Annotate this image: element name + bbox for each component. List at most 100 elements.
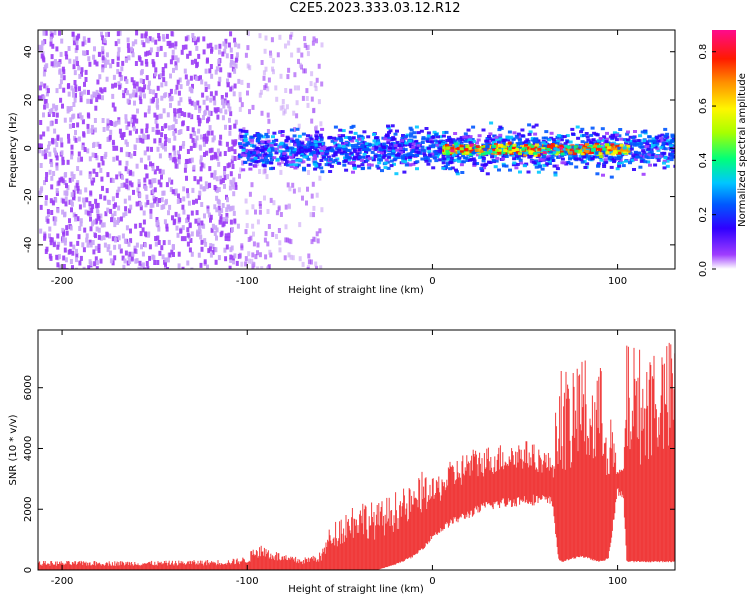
- heatmap-cell: [663, 138, 668, 142]
- heatmap-cell: [645, 145, 650, 148]
- heatmap-cell: [560, 154, 565, 158]
- heatmap-cell: [652, 139, 657, 143]
- heatmap-cell: [196, 37, 200, 43]
- heatmap-cell: [129, 153, 133, 159]
- heatmap-cell: [670, 139, 675, 143]
- heatmap-cell: [408, 152, 413, 156]
- heatmap-cell: [230, 158, 234, 164]
- heatmap-cell: [52, 171, 56, 176]
- heatmap-cell: [370, 143, 375, 147]
- heatmap-cell: [597, 148, 602, 152]
- heatmap-cell: [126, 90, 129, 96]
- heatmap-cell: [226, 82, 230, 88]
- heatmap-cell: [280, 158, 284, 164]
- heatmap-cell: [659, 137, 664, 140]
- heatmap-cell: [107, 244, 111, 250]
- heatmap-cell: [312, 236, 316, 242]
- heatmap-cell: [196, 231, 199, 237]
- heatmap-cell: [295, 127, 300, 131]
- heatmap-cell: [660, 133, 665, 137]
- heatmap-cell: [207, 116, 211, 122]
- heatmap-cell: [174, 65, 178, 71]
- heatmap-cell: [101, 46, 105, 52]
- heatmap-cell: [68, 107, 71, 112]
- heatmap-cell: [55, 188, 59, 194]
- heatmap-cell: [455, 172, 460, 176]
- heatmap-cell: [303, 36, 307, 42]
- heatmap-cell: [86, 242, 90, 248]
- heatmap-cell: [174, 163, 178, 169]
- heatmap-cell: [215, 227, 219, 233]
- heatmap-cell: [50, 61, 54, 67]
- heatmap-cell: [260, 145, 265, 149]
- heatmap-cell: [67, 83, 71, 88]
- heatmap-cell: [266, 241, 270, 247]
- heatmap-cell: [57, 180, 61, 186]
- heatmap-cell: [142, 133, 146, 139]
- heatmap-cell: [309, 212, 313, 218]
- heatmap-cell: [491, 158, 496, 162]
- heatmap-cell: [264, 83, 268, 89]
- heatmap-cell: [225, 207, 229, 213]
- heatmap-cell: [117, 38, 121, 44]
- heatmap-cell: [258, 33, 262, 39]
- heatmap-cell: [396, 152, 401, 156]
- heatmap-cell: [205, 150, 209, 156]
- heatmap-cell: [211, 137, 215, 143]
- heatmap-cell: [514, 166, 519, 170]
- heatmap-cell: [229, 205, 233, 211]
- heatmap-cell: [61, 236, 65, 242]
- heatmap-cell: [459, 147, 464, 151]
- heatmap-cell: [470, 138, 475, 141]
- heatmap-cell: [55, 112, 59, 118]
- heatmap-cell: [602, 135, 607, 139]
- heatmap-cell: [297, 123, 301, 129]
- heatmap-cell: [561, 148, 566, 151]
- heatmap-cell: [250, 144, 255, 147]
- heatmap-cell: [226, 197, 229, 203]
- heatmap-cell: [526, 170, 531, 174]
- heatmap-cell: [235, 52, 239, 58]
- heatmap-cell: [232, 60, 236, 66]
- heatmap-cell: [109, 258, 113, 264]
- heatmap-cell: [174, 89, 178, 95]
- heatmap-cell: [58, 177, 62, 183]
- heatmap-cell: [472, 162, 477, 166]
- heatmap-cell: [175, 84, 179, 90]
- heatmap-cell: [300, 150, 304, 154]
- heatmap-cell: [391, 149, 396, 153]
- heatmap-cell: [256, 266, 260, 269]
- heatmap-cell: [149, 202, 153, 208]
- heatmap-cell: [75, 267, 78, 269]
- heatmap-cell: [116, 51, 120, 57]
- heatmap-cell: [301, 160, 306, 164]
- heatmap-cell: [434, 133, 439, 137]
- heatmap-cell: [366, 155, 371, 159]
- heatmap-cell: [404, 163, 409, 167]
- heatmap-cell: [397, 144, 402, 148]
- heatmap-cell: [607, 156, 612, 160]
- heatmap-cell: [528, 143, 533, 147]
- heatmap-cell: [157, 179, 161, 185]
- heatmap-cell: [646, 156, 651, 160]
- heatmap-cell: [449, 160, 453, 164]
- heatmap-cell: [79, 255, 83, 261]
- heatmap-cell: [161, 169, 165, 175]
- heatmap-cell: [207, 212, 211, 218]
- heatmap-cell: [223, 247, 227, 253]
- heatmap-cell: [88, 171, 92, 177]
- heatmap-cell: [279, 154, 284, 158]
- heatmap-cell: [533, 132, 538, 136]
- heatmap-cell: [598, 152, 603, 156]
- heatmap-cell: [226, 100, 230, 106]
- heatmap-cell: [188, 223, 192, 229]
- heatmap-cell: [556, 134, 561, 138]
- heatmap-cell: [270, 147, 275, 151]
- heatmap-cell: [562, 135, 567, 139]
- heatmap-cell: [550, 156, 555, 160]
- heatmap-cell: [552, 164, 557, 168]
- heatmap-cell: [364, 142, 369, 146]
- heatmap-cell: [82, 266, 86, 269]
- heatmap-cell: [541, 147, 546, 151]
- heatmap-cell: [465, 144, 470, 148]
